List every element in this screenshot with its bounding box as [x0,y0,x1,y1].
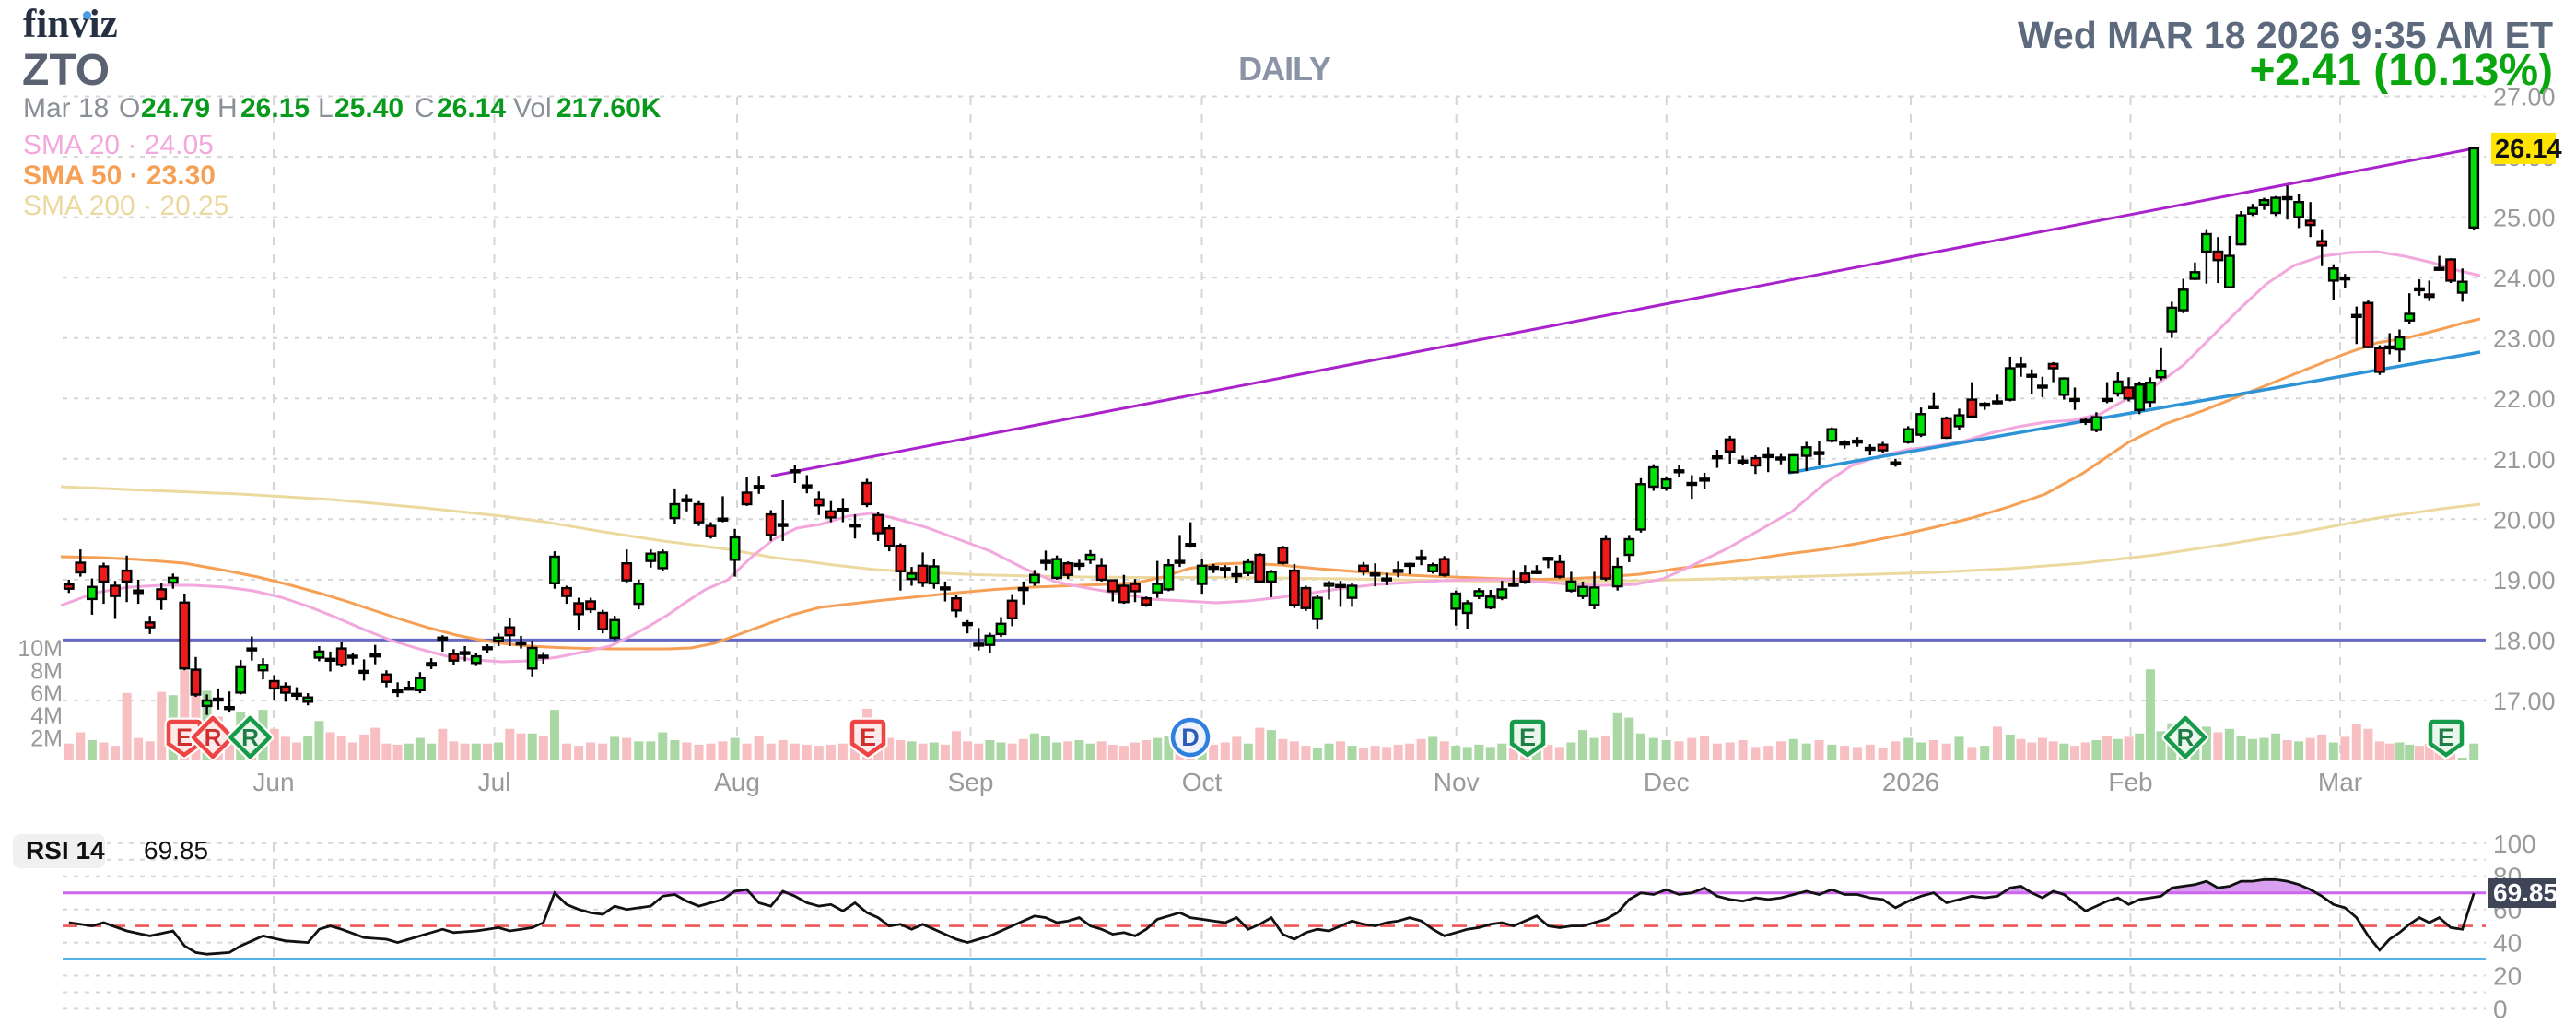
svg-text:R: R [2177,724,2195,751]
svg-text:22.00: 22.00 [2493,385,2556,413]
svg-text:Dec: Dec [1644,768,1690,796]
svg-text:R: R [241,724,259,751]
svg-text:27.00: 27.00 [2493,84,2556,112]
svg-text:20: 20 [2493,962,2522,991]
svg-text:18.00: 18.00 [2493,627,2556,654]
svg-text:E: E [2438,724,2454,751]
svg-text:finviz: finviz [23,3,118,46]
svg-text:17.00: 17.00 [2493,688,2556,715]
svg-text:23.00: 23.00 [2493,325,2556,353]
svg-text:25.00: 25.00 [2493,205,2556,232]
svg-text:217.60K: 217.60K [556,93,662,124]
svg-text:2026: 2026 [1882,768,1939,796]
svg-text:69.85: 69.85 [144,836,208,865]
svg-text:Jun: Jun [252,768,294,796]
svg-text:Wed MAR 18 2026 9:35 AM ET: Wed MAR 18 2026 9:35 AM ET [2018,14,2553,56]
svg-text:D: D [1181,724,1200,751]
svg-text:E: E [1519,724,1536,751]
svg-text:19.00: 19.00 [2493,567,2556,595]
svg-text:E: E [860,724,876,751]
svg-text:RSI 14: RSI 14 [26,836,105,865]
svg-text:SMA 20 · 24.05: SMA 20 · 24.05 [23,130,214,160]
svg-text:H: H [217,93,238,124]
svg-text:Feb: Feb [2108,768,2152,796]
svg-text:L: L [318,93,334,124]
svg-text:21.00: 21.00 [2493,446,2556,474]
svg-text:10M: 10M [18,636,63,662]
svg-text:E: E [176,724,193,751]
svg-text:Oct: Oct [1182,768,1223,796]
svg-text:Mar: Mar [2318,768,2362,796]
svg-text:100: 100 [2493,830,2536,858]
svg-text:20.00: 20.00 [2493,506,2556,534]
svg-text:26.14: 26.14 [437,93,506,124]
svg-text:C: C [415,93,435,124]
svg-text:O: O [119,93,140,124]
svg-text:Nov: Nov [1434,768,1480,796]
svg-text:R: R [205,724,222,751]
svg-text:ZTO: ZTO [22,46,110,95]
svg-text:SMA 200 · 20.25: SMA 200 · 20.25 [23,191,228,221]
svg-text:24.79: 24.79 [141,93,210,124]
svg-text:4M: 4M [30,703,63,729]
svg-text:8M: 8M [30,658,63,684]
svg-text:2M: 2M [30,726,63,752]
svg-text:26.15: 26.15 [240,93,310,124]
svg-text:Jul: Jul [478,768,511,796]
svg-text:6M: 6M [30,681,63,707]
svg-text:26.14: 26.14 [2495,135,2562,164]
svg-text:0: 0 [2493,995,2508,1023]
svg-text:DAILY: DAILY [1238,50,1331,88]
svg-text:Sep: Sep [948,768,994,796]
svg-text:Vol: Vol [513,93,552,124]
svg-text:+2.41 (10.13%): +2.41 (10.13%) [2249,46,2553,95]
svg-text:Mar 18: Mar 18 [23,93,109,124]
svg-text:40: 40 [2493,929,2522,958]
svg-text:Aug: Aug [714,768,760,796]
svg-text:24.00: 24.00 [2493,265,2556,292]
svg-text:SMA 50 · 23.30: SMA 50 · 23.30 [23,160,216,191]
svg-text:25.40: 25.40 [334,93,404,124]
svg-text:69.85: 69.85 [2493,878,2558,907]
